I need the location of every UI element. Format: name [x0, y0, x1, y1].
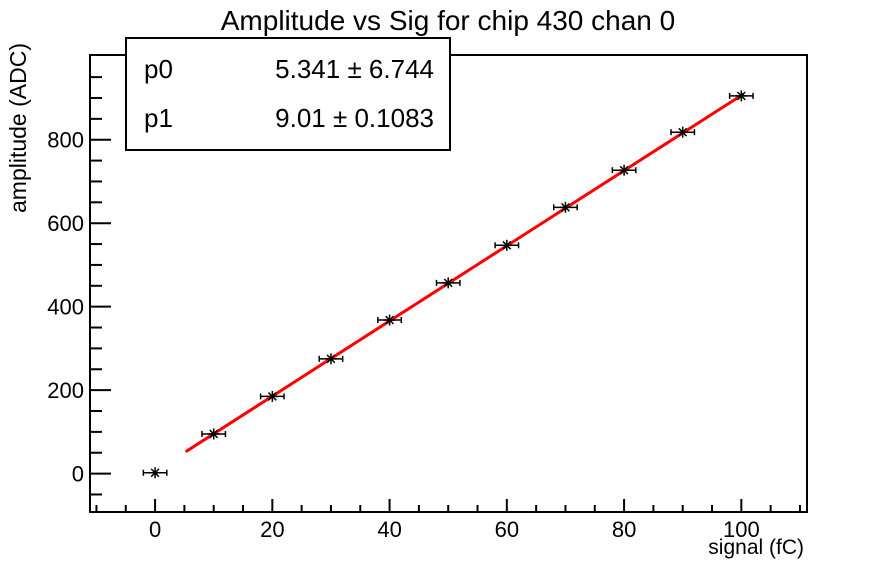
fit-param-row: p1 9.01 ± 0.1083	[144, 103, 434, 134]
fit-param-name: p1	[144, 103, 173, 133]
chart-title: Amplitude vs Sig for chip 430 chan 0	[220, 5, 676, 36]
fit-param-name: p0	[144, 54, 173, 84]
y-tick-label: 0	[72, 462, 84, 487]
y-tick-label: 200	[47, 378, 84, 403]
x-tick-label: 60	[495, 517, 519, 542]
data-marker	[326, 354, 336, 364]
data-marker	[209, 429, 219, 439]
data-marker	[443, 278, 453, 288]
data-marker	[619, 165, 629, 175]
x-axis-title: signal (fC)	[708, 536, 804, 559]
data-marker	[678, 127, 688, 137]
data-marker	[267, 391, 277, 401]
y-tick-label: 800	[47, 128, 84, 153]
x-tick-label: 40	[377, 517, 401, 542]
fit-stats-box: p0 5.341 ± 6.744 p1 9.01 ± 0.1083	[125, 37, 451, 151]
fit-param-row: p0 5.341 ± 6.744	[144, 54, 434, 85]
fit-line	[185, 93, 745, 453]
fit-param-value: 9.01 ± 0.1083	[275, 103, 434, 133]
data-marker	[150, 468, 160, 478]
data-marker	[561, 202, 570, 212]
data-marker	[502, 240, 512, 250]
y-tick-label: 400	[47, 295, 84, 320]
x-tick-label: 80	[612, 517, 636, 542]
fit-param-value: 5.341 ± 6.744	[275, 54, 434, 84]
data-marker	[736, 91, 746, 101]
y-axis-title: amplitude (ADC)	[5, 43, 31, 213]
x-tick-label: 0	[149, 517, 161, 542]
x-tick-label: 100	[723, 517, 760, 542]
data-marker	[385, 315, 395, 325]
x-tick-label: 20	[260, 517, 284, 542]
y-tick-label: 600	[47, 211, 84, 236]
